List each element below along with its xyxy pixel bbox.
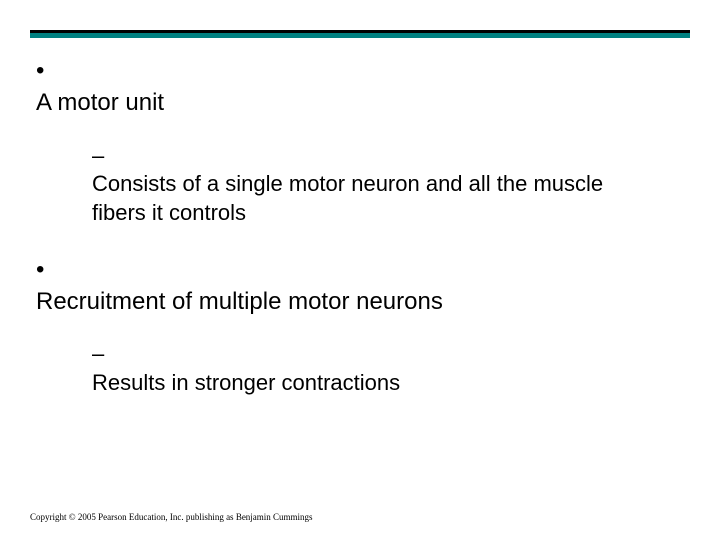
bullet-level1: • Recruitment of multiple motor neurons — [36, 254, 684, 319]
bullet-dash-icon: – — [92, 340, 120, 369]
copyright-text: Copyright © 2005 Pearson Education, Inc.… — [30, 512, 313, 522]
bullet-text: Recruitment of multiple motor neurons — [36, 286, 654, 318]
bullet-text: Results in stronger contractions — [92, 369, 650, 398]
bullet-level1: • A motor unit — [36, 55, 684, 120]
bullet-text: Consists of a single motor neuron and al… — [92, 170, 650, 227]
bullet-level2: – Results in stronger contractions — [92, 340, 684, 397]
bullet-dash-icon: – — [92, 142, 120, 171]
header-rule-teal — [30, 33, 690, 38]
bullet-dot-icon: • — [36, 254, 60, 286]
bullet-level2: – Consists of a single motor neuron and … — [92, 142, 684, 228]
bullet-dot-icon: • — [36, 55, 60, 87]
slide-content: • A motor unit – Consists of a single mo… — [36, 55, 684, 424]
bullet-text: A motor unit — [36, 87, 654, 119]
